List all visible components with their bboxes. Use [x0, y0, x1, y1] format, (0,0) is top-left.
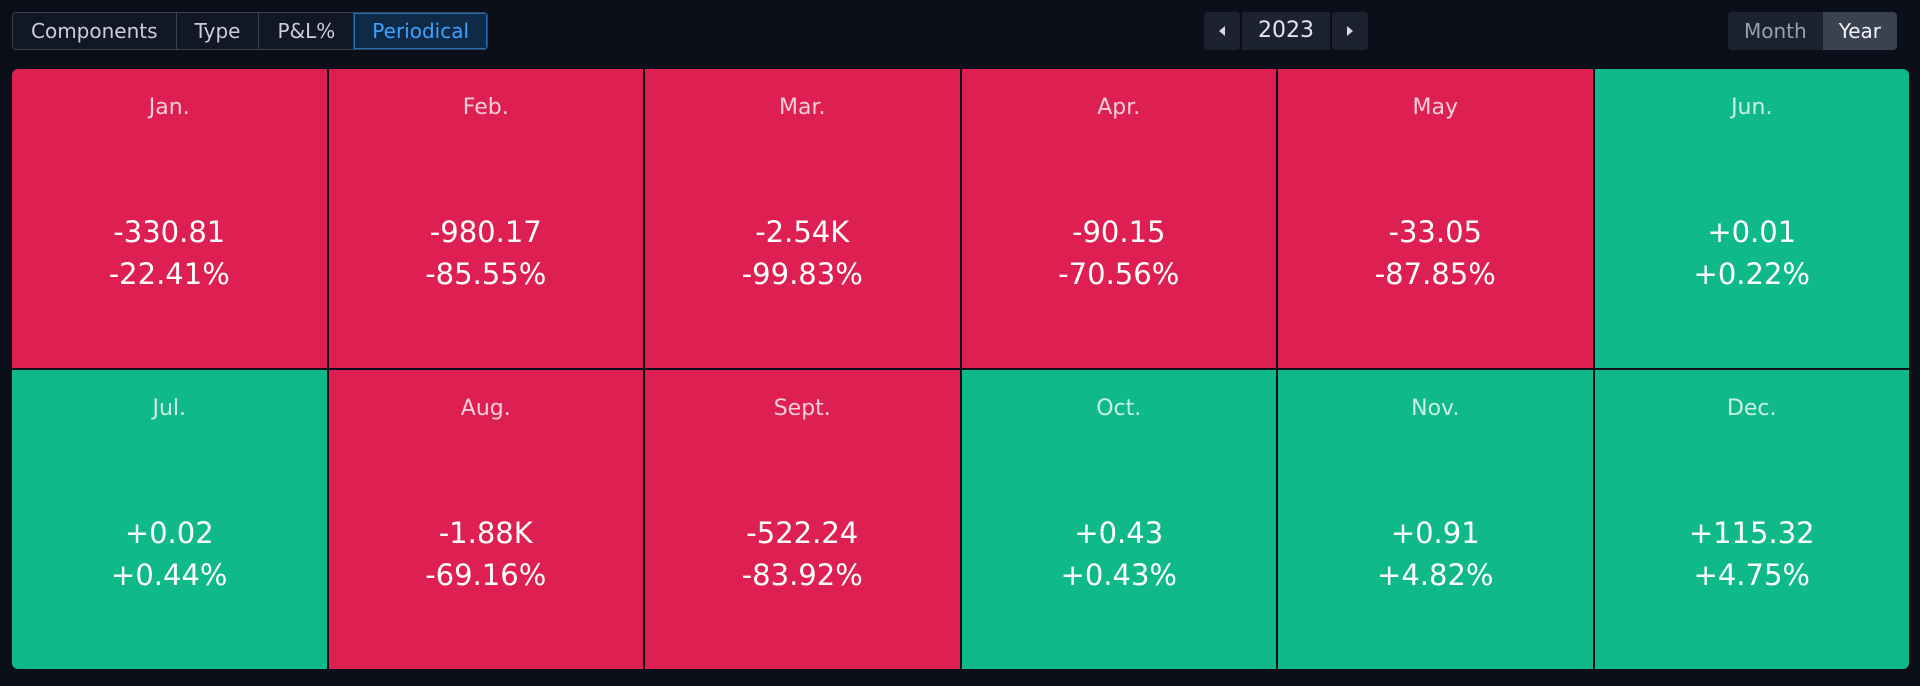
month-cell-may[interactable]: May -33.05 -87.85%: [1278, 69, 1593, 368]
month-pnl-value: -330.81: [113, 215, 226, 249]
month-label: Dec.: [1726, 396, 1777, 421]
month-pnl-percent: +4.75%: [1693, 558, 1810, 592]
year-navigator: 2023: [1204, 12, 1368, 50]
month-values: +0.43 +0.43%: [962, 512, 1277, 596]
month-pnl-value: +0.91: [1390, 516, 1480, 550]
month-label: May: [1412, 95, 1458, 120]
month-values: -980.17 -85.55%: [329, 211, 644, 295]
month-cell-oct[interactable]: Oct. +0.43 +0.43%: [961, 370, 1277, 669]
next-year-button[interactable]: [1332, 12, 1368, 50]
month-label: Nov.: [1411, 396, 1460, 421]
month-pnl-value: -33.05: [1388, 215, 1483, 249]
caret-left-icon: [1219, 26, 1225, 36]
month-label: Feb.: [462, 95, 509, 120]
month-cell-jun[interactable]: Jun. +0.01 +0.22%: [1594, 69, 1910, 368]
month-label: Jan.: [148, 95, 190, 120]
tab-periodical[interactable]: Periodical: [354, 13, 488, 49]
month-pnl-value: -90.15: [1072, 215, 1166, 249]
month-pnl-percent: -69.16%: [425, 558, 547, 592]
month-pnl-percent: +4.82%: [1377, 558, 1494, 592]
month-cell-nov[interactable]: Nov. +0.91 +4.82%: [1278, 370, 1593, 669]
month-cell-jul[interactable]: Jul. +0.02 +0.44%: [12, 370, 327, 669]
month-pnl-value: +115.32: [1688, 516, 1815, 550]
month-pnl-percent: +0.44%: [111, 558, 228, 592]
tab-pnl-percent[interactable]: P&L%: [259, 13, 355, 49]
month-values: -522.24 -83.92%: [645, 512, 960, 596]
month-label: Jul.: [152, 396, 187, 421]
month-values: +115.32 +4.75%: [1595, 512, 1910, 596]
month-pnl-percent: -22.41%: [108, 257, 230, 291]
month-cell-jan[interactable]: Jan. -330.81 -22.41%: [12, 69, 327, 368]
monthly-pnl-grid: Jan. -330.81 -22.41% Feb. -980.17 -85.55…: [12, 69, 1909, 669]
caret-right-icon: [1347, 26, 1353, 36]
month-pnl-value: +0.01: [1707, 215, 1797, 249]
month-pnl-value: +0.02: [124, 516, 214, 550]
year-label: 2023: [1242, 12, 1330, 50]
tab-components[interactable]: Components: [13, 13, 177, 49]
month-label: Jun.: [1731, 95, 1773, 120]
month-pnl-value: -980.17: [429, 215, 542, 249]
month-pnl-value: -522.24: [746, 516, 859, 550]
tab-type[interactable]: Type: [176, 13, 260, 49]
month-pnl-percent: -99.83%: [741, 257, 863, 291]
month-toggle-button[interactable]: Month: [1744, 19, 1807, 43]
period-toggle: Month Year: [1728, 12, 1898, 50]
month-pnl-percent: -87.85%: [1374, 257, 1496, 291]
month-pnl-percent: -70.56%: [1058, 257, 1180, 291]
month-values: -33.05 -87.85%: [1278, 211, 1593, 295]
month-cell-aug[interactable]: Aug. -1.88K -69.16%: [328, 370, 644, 669]
month-pnl-percent: -83.92%: [741, 558, 863, 592]
month-values: +0.01 +0.22%: [1595, 211, 1910, 295]
month-label: Apr.: [1097, 95, 1141, 120]
view-tabs: Components Type P&L% Periodical: [12, 12, 489, 50]
year-toggle-button[interactable]: Year: [1822, 12, 1898, 50]
month-values: -330.81 -22.41%: [12, 211, 327, 295]
month-cell-apr[interactable]: Apr. -90.15 -70.56%: [961, 69, 1277, 368]
month-pnl-value: -2.54K: [755, 215, 850, 249]
month-pnl-value: -1.88K: [438, 516, 533, 550]
prev-year-button[interactable]: [1204, 12, 1240, 50]
month-values: -2.54K -99.83%: [645, 211, 960, 295]
month-label: Sept.: [773, 396, 831, 421]
month-cell-dec[interactable]: Dec. +115.32 +4.75%: [1594, 370, 1910, 669]
month-pnl-percent: +0.22%: [1693, 257, 1810, 291]
toolbar: Components Type P&L% Periodical 2023 Mon…: [0, 0, 1920, 64]
month-label: Mar.: [779, 95, 826, 120]
month-pnl-percent: +0.43%: [1060, 558, 1177, 592]
month-pnl-percent: -85.55%: [425, 257, 547, 291]
month-cell-mar[interactable]: Mar. -2.54K -99.83%: [645, 69, 960, 368]
month-values: +0.91 +4.82%: [1278, 512, 1593, 596]
month-pnl-value: +0.43: [1074, 516, 1164, 550]
month-label: Oct.: [1096, 396, 1142, 421]
month-label: Aug.: [460, 396, 511, 421]
month-cell-sept[interactable]: Sept. -522.24 -83.92%: [645, 370, 960, 669]
month-values: -90.15 -70.56%: [962, 211, 1277, 295]
month-values: +0.02 +0.44%: [12, 512, 327, 596]
month-cell-feb[interactable]: Feb. -980.17 -85.55%: [328, 69, 644, 368]
month-values: -1.88K -69.16%: [329, 512, 644, 596]
